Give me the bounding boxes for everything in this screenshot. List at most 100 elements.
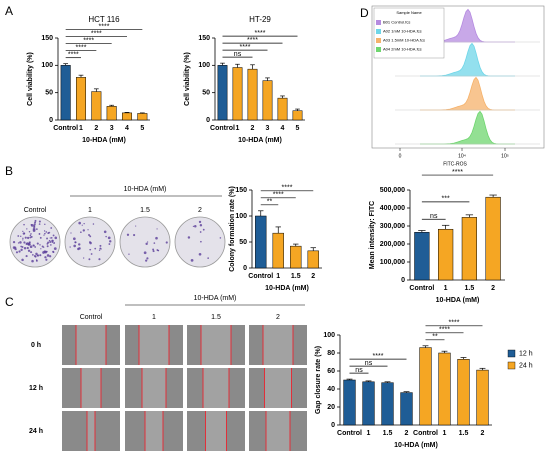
x-tick-label: Control (210, 125, 235, 132)
legend-title: Sample Name (396, 10, 422, 15)
colony-dot (42, 246, 45, 248)
colony-dot (45, 258, 48, 261)
bar (262, 80, 273, 121)
colony-dot (49, 241, 52, 243)
y-tick-label: 20 (327, 404, 335, 411)
flow-legend (373, 7, 445, 59)
colony-dot (100, 248, 102, 250)
x-tick-label: 2 (94, 125, 98, 132)
colony-dot (26, 246, 29, 250)
chart-title: HCT 116 (88, 15, 120, 24)
colony-dot (22, 237, 24, 240)
x-tick-label: 2 (251, 125, 255, 132)
colony-dot (73, 244, 76, 248)
colony-dot (30, 223, 34, 227)
x-tick-label: 2 (405, 430, 409, 437)
colony-dot (38, 220, 41, 223)
bar (272, 232, 284, 269)
y-tick-label: 100,000 (380, 259, 405, 266)
x-tick-label: 1 (443, 430, 447, 437)
y-tick-label: 80 (327, 350, 335, 357)
colony-dot (45, 231, 48, 233)
colony-dot (21, 258, 24, 262)
significance-label: **** (255, 30, 266, 37)
wound-gap (203, 368, 229, 408)
legend-swatch (376, 20, 381, 25)
wound-gap (76, 325, 106, 365)
x-tick-label: 1 (444, 285, 448, 292)
x-tick-label: 2 (491, 285, 495, 292)
colony-dot (88, 234, 90, 236)
bar (485, 196, 501, 281)
x-tick-label: 4 (281, 125, 285, 132)
y-tick-label: 150 (235, 187, 247, 194)
significance-label: **** (83, 38, 94, 45)
bar (362, 381, 375, 426)
colony-dot (50, 244, 52, 246)
y-tick-label: 400,000 (380, 205, 405, 212)
colony-dot (198, 252, 202, 256)
bar (75, 77, 87, 121)
colony-dot (89, 248, 92, 251)
colony-dot (46, 237, 48, 240)
colony-dot (143, 251, 147, 255)
wound-column-label: 1.5 (211, 314, 221, 321)
wound-row-label: 12 h (29, 385, 43, 392)
y-tick-label: 60 (327, 368, 335, 375)
x-tick-label: Control (53, 125, 78, 132)
colony-dot (199, 224, 203, 227)
colony-dot (70, 232, 72, 234)
x-tick-label: 3 (110, 125, 114, 132)
colony-dot (74, 241, 77, 244)
y-tick-label: 150 (198, 35, 210, 42)
colony-dot (194, 224, 197, 228)
colony-dot (43, 230, 46, 232)
colony-dot (18, 250, 21, 253)
colony-dot (26, 236, 30, 240)
colony-dot (83, 222, 85, 225)
colony-dot (80, 231, 82, 234)
panel-label: D (360, 6, 369, 20)
colony-dot (199, 231, 202, 233)
colony-dot (22, 230, 24, 233)
colony-dot (27, 249, 31, 252)
y-tick-label: 50 (45, 90, 53, 97)
bar (60, 65, 71, 121)
colony-dot (52, 240, 54, 242)
x-tick-label: 1.5 (465, 285, 475, 292)
wound-gap (266, 411, 290, 451)
bar (414, 232, 430, 281)
wound-column-label: 2 (276, 314, 280, 321)
colony-dot (77, 247, 80, 251)
colony-dot (92, 223, 95, 225)
colony-dot (200, 240, 202, 243)
colony-dot (36, 259, 38, 262)
legend-swatch (507, 361, 516, 370)
y-tick-label: 0 (243, 265, 247, 272)
colony-dot (109, 240, 112, 243)
colony-dot (23, 241, 26, 244)
colony-dot (53, 242, 56, 244)
y-tick-label: 200,000 (380, 241, 405, 248)
colony-dot (17, 235, 20, 237)
colony-dot (126, 233, 130, 236)
legend-entry: A04 2mM 10-HDA.fcs (383, 47, 422, 52)
colony-dot (145, 259, 148, 262)
x-axis-title: 10-HDA (mM) (265, 285, 309, 292)
y-tick-label: 50 (239, 239, 247, 246)
colony-dot (31, 259, 34, 263)
x-tick-label: 1 (236, 125, 240, 132)
y-tick-label: 500,000 (380, 187, 405, 194)
bar (232, 67, 243, 121)
colony-dot (78, 221, 81, 225)
colony-dot (146, 257, 149, 260)
legend-swatch (376, 29, 381, 34)
bar (476, 369, 489, 426)
y-tick-label: 300,000 (380, 223, 405, 230)
colony-dot (52, 251, 55, 253)
wound-gap (145, 411, 163, 451)
colony-dot (72, 237, 76, 241)
colony-header: 10-HDA (mM) (124, 186, 167, 193)
significance-label: ** (432, 334, 438, 341)
colony-dot (27, 242, 31, 246)
